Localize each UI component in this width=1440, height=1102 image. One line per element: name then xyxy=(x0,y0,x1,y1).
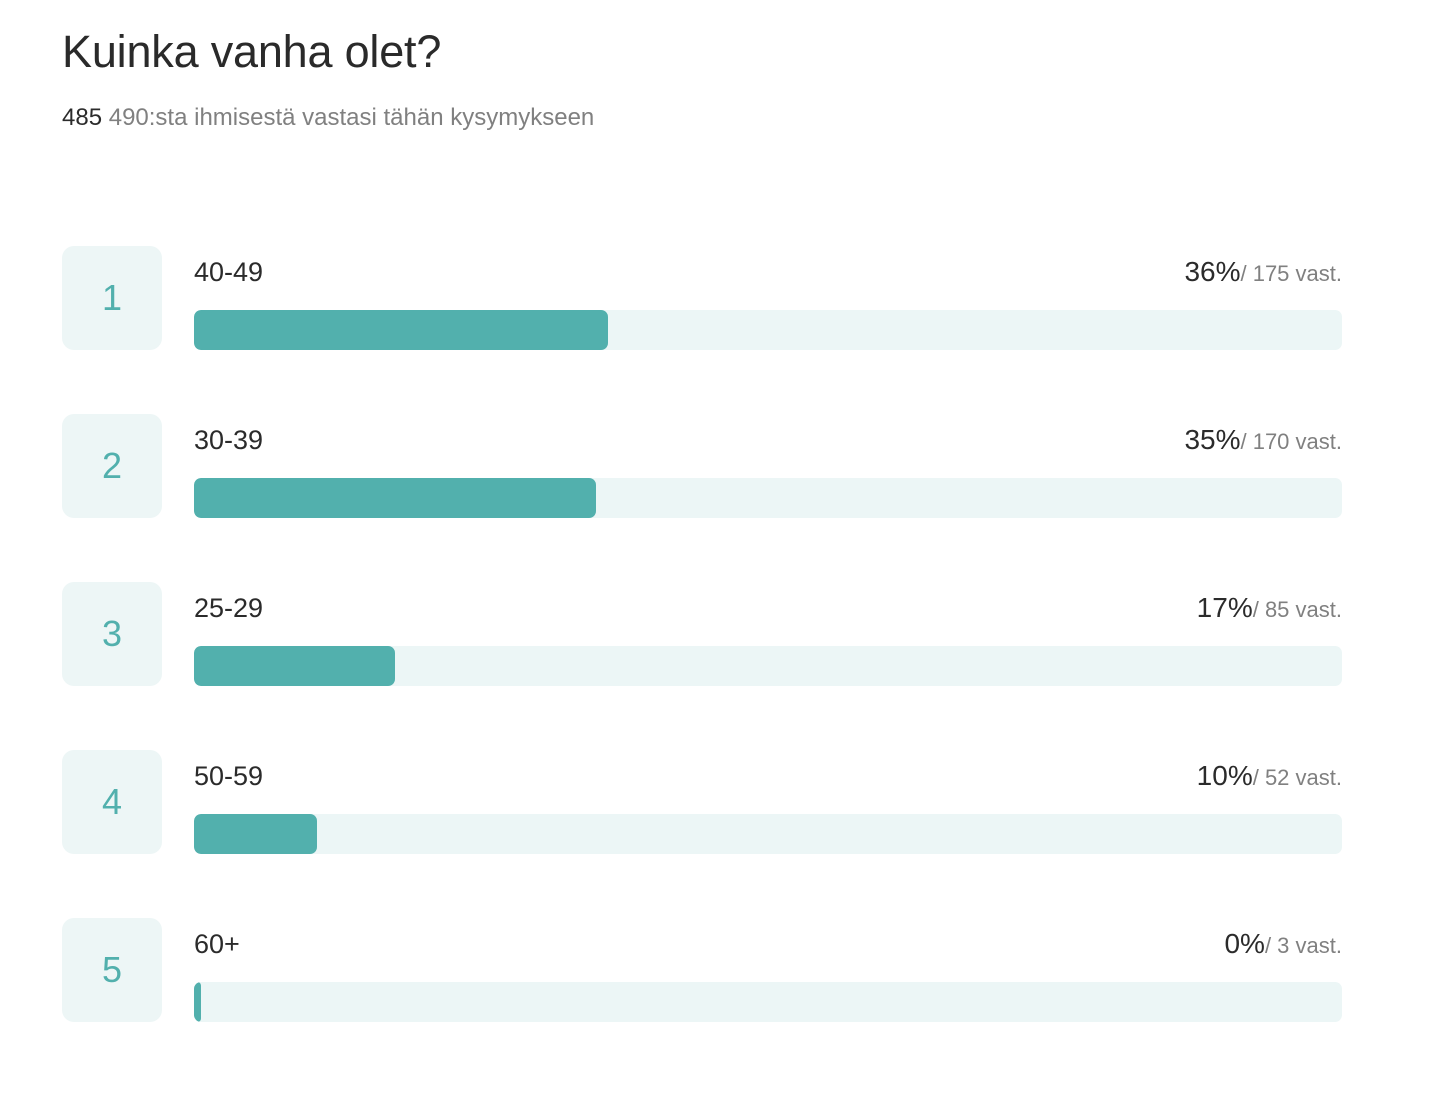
percent-label: 17% xyxy=(1196,592,1253,623)
question-title: Kuinka vanha olet? xyxy=(62,26,442,77)
response-count-label: / 85 vast. xyxy=(1252,597,1342,622)
percent-label: 36% xyxy=(1184,256,1241,287)
answer-row: 2 30-39 35%/ 170 vast. xyxy=(62,414,1342,518)
rank-badge: 4 xyxy=(62,750,162,854)
answer-stats: 0%/ 3 vast. xyxy=(1224,928,1342,965)
answered-count: 485 xyxy=(62,104,103,131)
bar xyxy=(194,310,608,350)
response-count-label: / 175 vast. xyxy=(1240,261,1342,286)
answer-stats: 35%/ 170 vast. xyxy=(1184,424,1342,461)
answered-summary-text: 490:sta ihmisestä vastasi tähän kysymyks… xyxy=(108,104,595,131)
rank-badge: 2 xyxy=(62,414,162,518)
answer-row: 1 40-49 36%/ 175 vast. xyxy=(62,246,1342,350)
response-summary: 485 490:sta ihmisestä vastasi tähän kysy… xyxy=(62,102,594,134)
answer-label: 60+ xyxy=(194,929,240,959)
percent-label: 10% xyxy=(1196,760,1253,791)
percent-label: 0% xyxy=(1224,928,1265,959)
bar xyxy=(194,982,201,1022)
answer-stats: 17%/ 85 vast. xyxy=(1197,592,1342,629)
percent-label: 35% xyxy=(1184,424,1241,455)
answer-label: 40-49 xyxy=(194,257,264,287)
bar-track xyxy=(194,646,1342,686)
response-count-label: / 3 vast. xyxy=(1264,933,1342,958)
answer-stats: 36%/ 175 vast. xyxy=(1184,256,1342,293)
bar xyxy=(194,814,317,854)
bar xyxy=(194,646,395,686)
bar-track xyxy=(194,310,1342,350)
rank-badge: 1 xyxy=(62,246,162,350)
answer-row: 4 50-59 10%/ 52 vast. xyxy=(62,750,1342,854)
bar-track xyxy=(194,814,1342,854)
response-count-label: / 170 vast. xyxy=(1240,429,1342,454)
answer-stats: 10%/ 52 vast. xyxy=(1197,760,1342,797)
answer-row: 3 25-29 17%/ 85 vast. xyxy=(62,582,1342,686)
answer-label: 25-29 xyxy=(194,593,264,623)
bar-track xyxy=(194,478,1342,518)
answer-label: 30-39 xyxy=(194,425,264,455)
rank-badge: 5 xyxy=(62,918,162,1022)
answer-bar-chart: 1 40-49 36%/ 175 vast. 2 30-39 35%/ 170 vast.… xyxy=(62,246,1342,1086)
bar-track xyxy=(194,982,1342,1022)
rank-badge: 3 xyxy=(62,582,162,686)
response-count-label: / 52 vast. xyxy=(1252,765,1342,790)
answer-row: 5 60+ 0%/ 3 vast. xyxy=(62,918,1342,1022)
bar xyxy=(194,478,596,518)
answer-label: 50-59 xyxy=(194,761,264,791)
